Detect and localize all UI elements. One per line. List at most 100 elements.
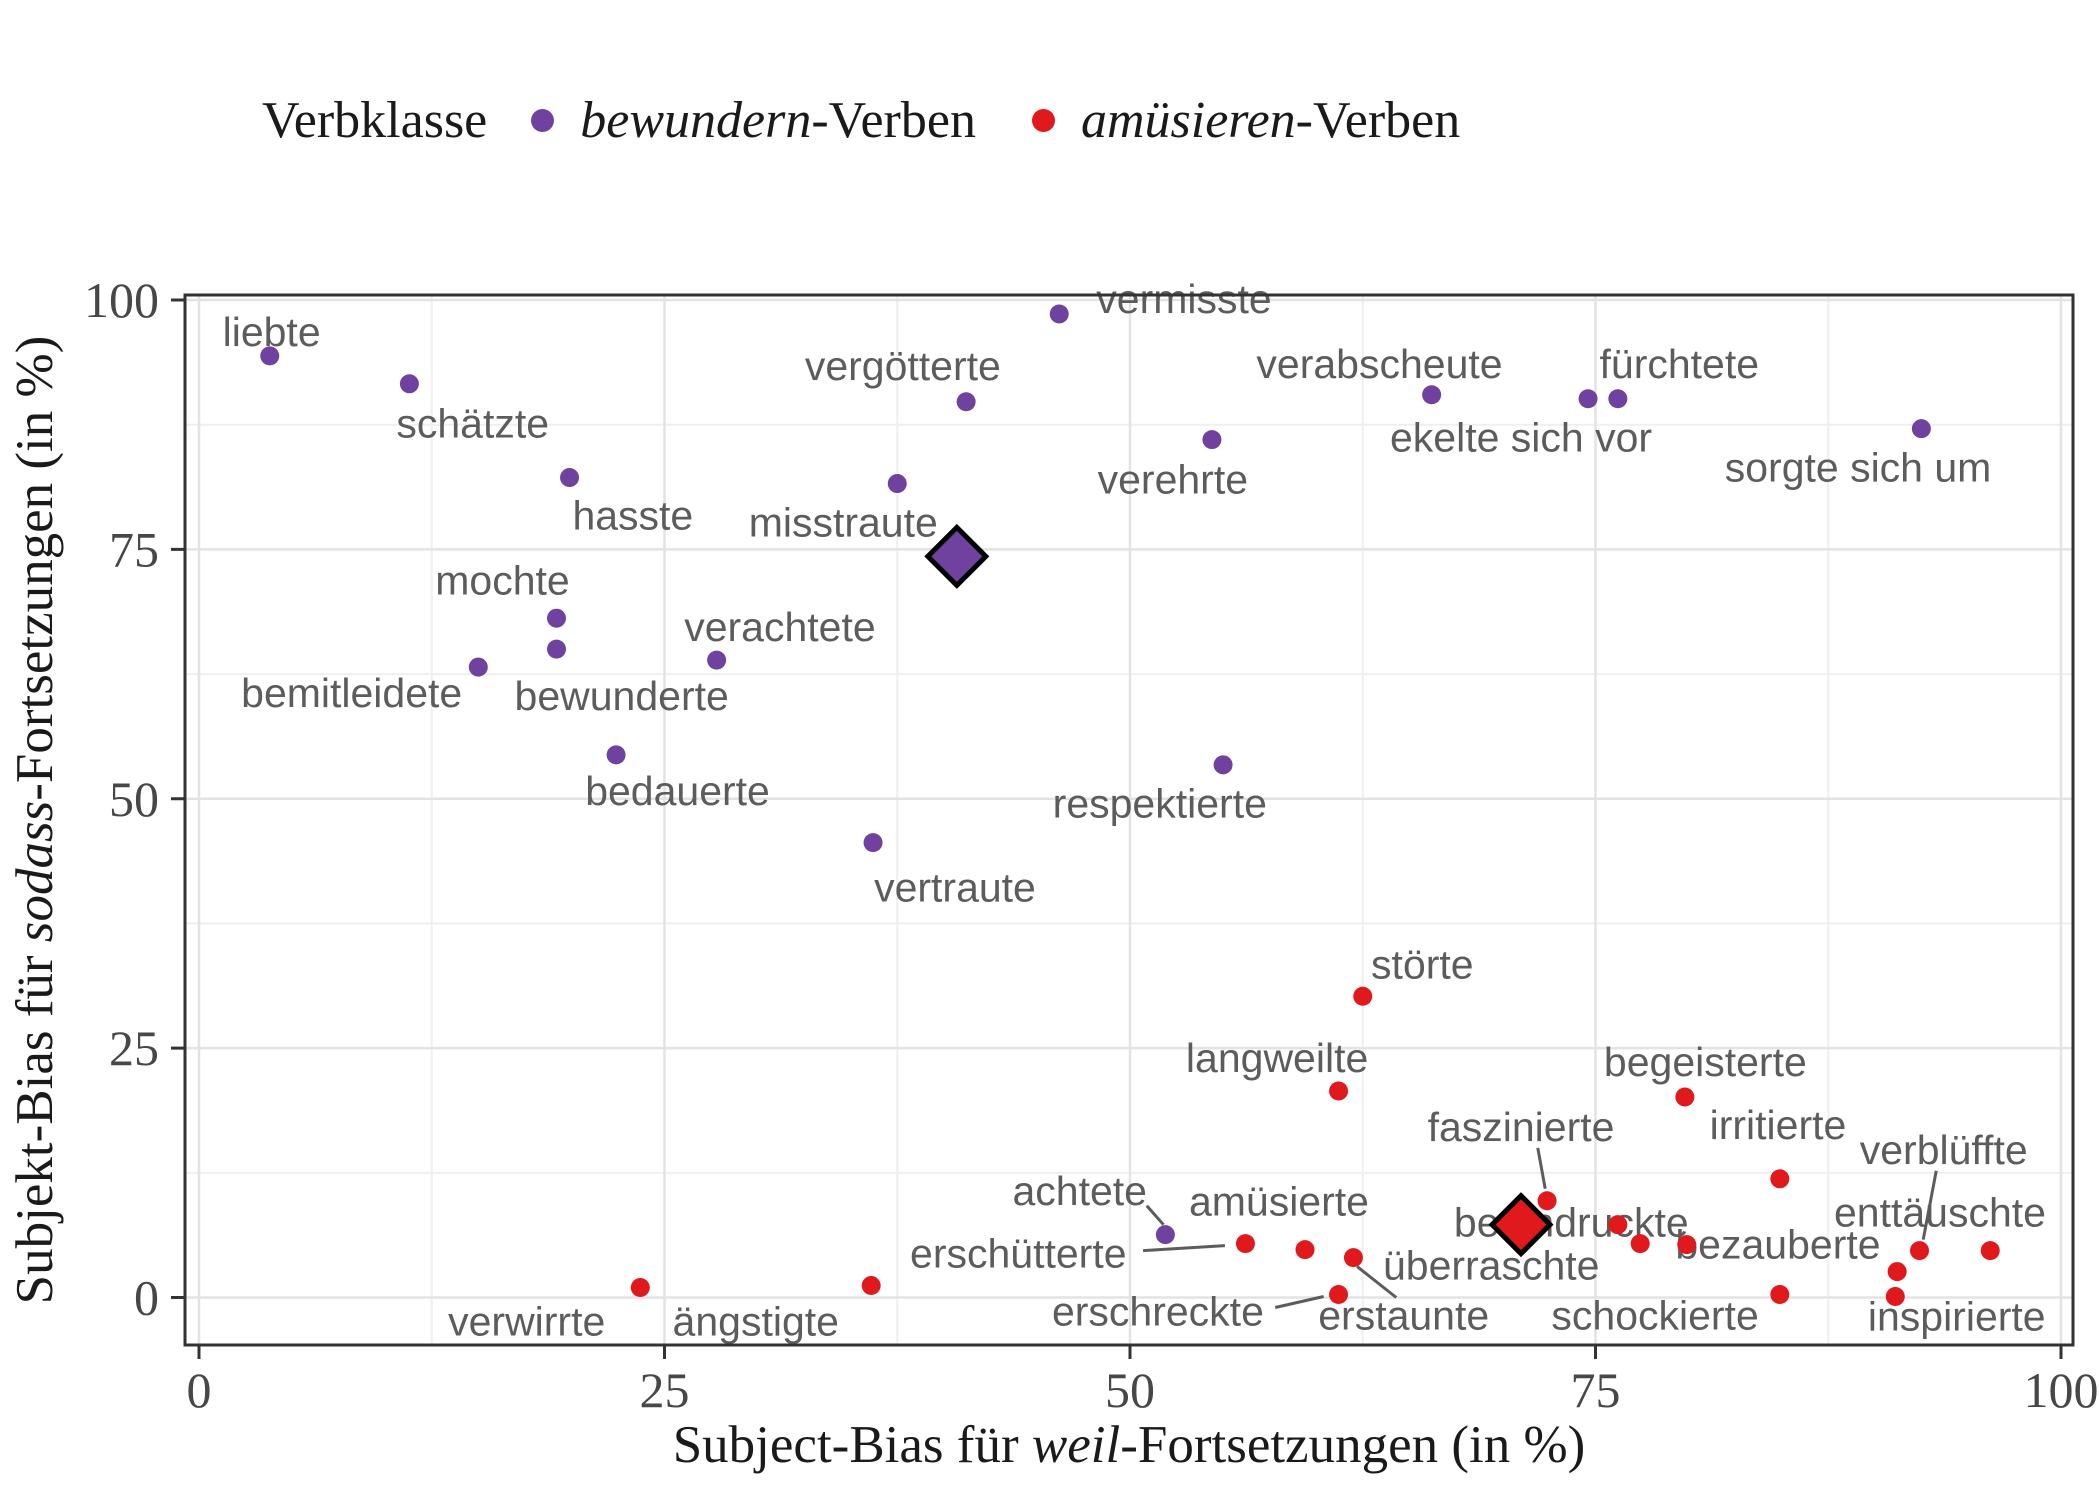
point-label-amüsierte: amüsierte — [1189, 1179, 1369, 1225]
data-point-langweilte — [1329, 1081, 1349, 1101]
point-label-verblüffte: verblüffte — [1860, 1127, 2028, 1173]
label-leader-line — [1536, 1147, 1547, 1190]
x-tick-label: 25 — [640, 1362, 690, 1418]
legend-dot-amuesieren-icon — [1031, 108, 1055, 132]
data-point-faszinierte — [1537, 1191, 1557, 1211]
data-point-vertraute — [863, 833, 883, 853]
point-label-fürchtete: fürchtete — [1600, 341, 1760, 387]
data-point-überraschte — [1630, 1234, 1650, 1254]
data-point-beeindruckte — [1608, 1215, 1628, 1235]
data-point-verehrte — [1202, 430, 1222, 450]
x-tick-label: 50 — [1105, 1362, 1155, 1418]
data-point-verblüffte — [1909, 1241, 1929, 1261]
point-label-verabscheute: verabscheute — [1256, 341, 1502, 387]
point-label-respektierte: respektierte — [1053, 781, 1267, 827]
point-label-faszinierte: faszinierte — [1428, 1104, 1615, 1150]
label-leader-line — [1145, 1204, 1165, 1226]
data-point-ekelte-sich-vor — [1578, 389, 1598, 409]
legend-item-bewundern: bewundern-Verben — [531, 91, 976, 150]
data-point-erschütterte — [1235, 1234, 1255, 1254]
point-label-ekelte-sich-vor: ekelte sich vor — [1390, 415, 1652, 461]
point-label-misstraute: misstraute — [749, 499, 938, 545]
point-label-erstaunte: erstaunte — [1318, 1292, 1489, 1338]
point-label-vertraute: vertraute — [874, 865, 1036, 911]
label-leader-line — [1356, 1265, 1398, 1299]
x-tick-label: 0 — [187, 1362, 212, 1418]
point-label-überraschte: überraschte — [1383, 1243, 1600, 1289]
data-point-respektierte — [1213, 755, 1233, 775]
y-tick-label: 100 — [84, 272, 159, 328]
data-point-verwirrte — [630, 1278, 650, 1298]
point-label-langweilte: langweilte — [1186, 1035, 1368, 1081]
label-leader-line — [1274, 1295, 1324, 1309]
data-point-schätzte — [399, 374, 419, 394]
data-point-erstaunte — [1343, 1248, 1363, 1268]
point-label-verachtete: verachtete — [684, 604, 875, 650]
data-point-liebte — [260, 346, 280, 366]
data-point-enttäuschte — [1980, 1241, 2000, 1261]
x-tick-label: 100 — [2024, 1362, 2099, 1418]
point-label-verwirrte: verwirrte — [448, 1298, 605, 1344]
x-axis-title: Subject-Bias für weil-Fortsetzungen (in … — [673, 1416, 1586, 1474]
legend-label-bewundern: bewundern-Verben — [580, 91, 976, 149]
data-point-bezauberte — [1677, 1235, 1697, 1255]
point-label-mochte: mochte — [435, 557, 569, 603]
mean-diamond-marker — [1488, 1192, 1554, 1258]
data-point-verachtete — [707, 650, 727, 670]
mean-diamond-marker — [924, 523, 990, 589]
point-label-vergötterte: vergötterte — [805, 343, 1001, 389]
point-label-erschreckte: erschreckte — [1052, 1288, 1264, 1334]
data-point-vergötterte — [956, 392, 976, 412]
point-label-sorgte-sich-um: sorgte sich um — [1725, 445, 1992, 491]
point-label-hasste: hasste — [572, 492, 693, 538]
point-label-schätzte: schätzte — [396, 401, 549, 447]
y-axis-title: Subjekt-Bias für sodass-Fortsetzungen (i… — [6, 336, 64, 1305]
y-tick-label: 50 — [109, 771, 159, 827]
y-tick-label: 0 — [134, 1270, 159, 1326]
point-label-ängstigte: ängstigte — [673, 1298, 839, 1344]
data-point-mochte — [547, 608, 567, 628]
legend-label-amuesieren: amüsieren-Verben — [1080, 91, 1461, 149]
data-point-verabscheute — [1422, 385, 1442, 405]
point-label-störte: störte — [1371, 941, 1474, 987]
data-point-erschreckte — [1329, 1285, 1349, 1305]
data-point-störte — [1353, 986, 1373, 1006]
data-point-bedauerte — [606, 745, 626, 765]
y-tick-label: 25 — [109, 1020, 159, 1076]
data-point-amüsierte — [1295, 1240, 1315, 1260]
point-label-schockierte: schockierte — [1551, 1292, 1758, 1338]
data-point-vermisste — [1049, 304, 1069, 324]
point-label-bezauberte: bezauberte — [1675, 1222, 1880, 1268]
data-point-schockierte — [1770, 1285, 1790, 1305]
point-label-beeindruckte: beeindruckte — [1454, 1200, 1689, 1246]
legend-dot-bewundern-icon — [531, 108, 555, 132]
data-point-irritierte — [1770, 1169, 1790, 1189]
point-label-bewunderte: bewunderte — [515, 673, 729, 719]
data-point-ängstigte — [861, 1276, 881, 1296]
x-tick-label: 75 — [1571, 1362, 1621, 1418]
data-point-bemitleidete — [468, 657, 488, 677]
point-label-bedauerte: bedauerte — [585, 768, 770, 814]
data-point-hasste — [560, 468, 580, 488]
point-label-erschütterte: erschütterte — [910, 1231, 1127, 1277]
point-label-begeisterte: begeisterte — [1604, 1039, 1807, 1085]
label-leader-line — [1921, 1170, 1938, 1240]
data-point-inspirierte — [1885, 1287, 1905, 1307]
data-point — [1887, 1262, 1907, 1282]
data-point-misstraute — [887, 474, 907, 494]
legend: Verbklasse bewundern-Verben amüsieren-Ve… — [262, 84, 1516, 156]
data-point-bewunderte — [547, 639, 567, 659]
y-tick-label: 75 — [109, 521, 159, 577]
point-label-irritierte: irritierte — [1710, 1102, 1847, 1148]
legend-title: Verbklasse — [262, 91, 488, 149]
point-label-vermisste: vermisste — [1096, 276, 1271, 322]
point-label-verehrte: verehrte — [1098, 457, 1248, 503]
point-label-enttäuschte: enttäuschte — [1834, 1190, 2046, 1236]
legend-item-amuesieren: amüsieren-Verben — [1031, 91, 1461, 150]
point-label-achtete: achtete — [1012, 1168, 1147, 1214]
data-point-achtete — [1155, 1225, 1175, 1245]
data-point-begeisterte — [1675, 1087, 1695, 1107]
label-leader-line — [1142, 1244, 1226, 1253]
